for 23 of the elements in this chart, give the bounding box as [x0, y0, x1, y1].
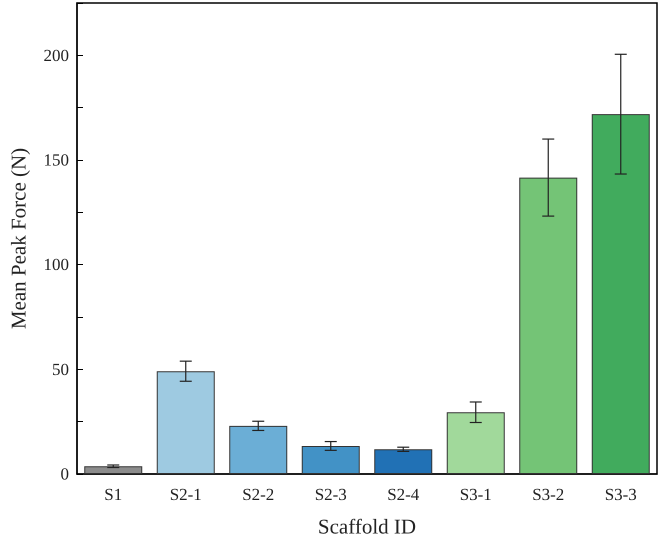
y-tick-label: 0	[60, 464, 69, 484]
bar	[374, 449, 432, 474]
bar	[229, 426, 288, 474]
x-tick-label: S2-4	[387, 485, 420, 504]
x-tick-label: S3-2	[532, 485, 564, 504]
x-tick-label: S2-1	[170, 485, 202, 504]
bar	[156, 371, 215, 474]
y-tick-label: 150	[44, 150, 69, 170]
y-tick-label: 200	[44, 46, 69, 65]
x-tick-label: S1	[104, 485, 122, 504]
bar	[302, 446, 360, 474]
y-tick-label: 100	[44, 255, 69, 274]
x-tick-label: S3-1	[460, 485, 492, 504]
x-axis-title: Scaffold ID	[318, 514, 416, 538]
x-tick-label: S2-3	[314, 485, 347, 504]
y-axis-title: Mean Peak Force (N)	[6, 148, 30, 330]
x-tick-label: S2-2	[242, 485, 274, 504]
y-tick-label: 50	[52, 360, 69, 379]
bar	[446, 412, 505, 474]
x-tick-label: S3-3	[604, 485, 637, 504]
bar	[592, 114, 650, 474]
bar	[84, 466, 142, 474]
bar	[519, 178, 578, 474]
